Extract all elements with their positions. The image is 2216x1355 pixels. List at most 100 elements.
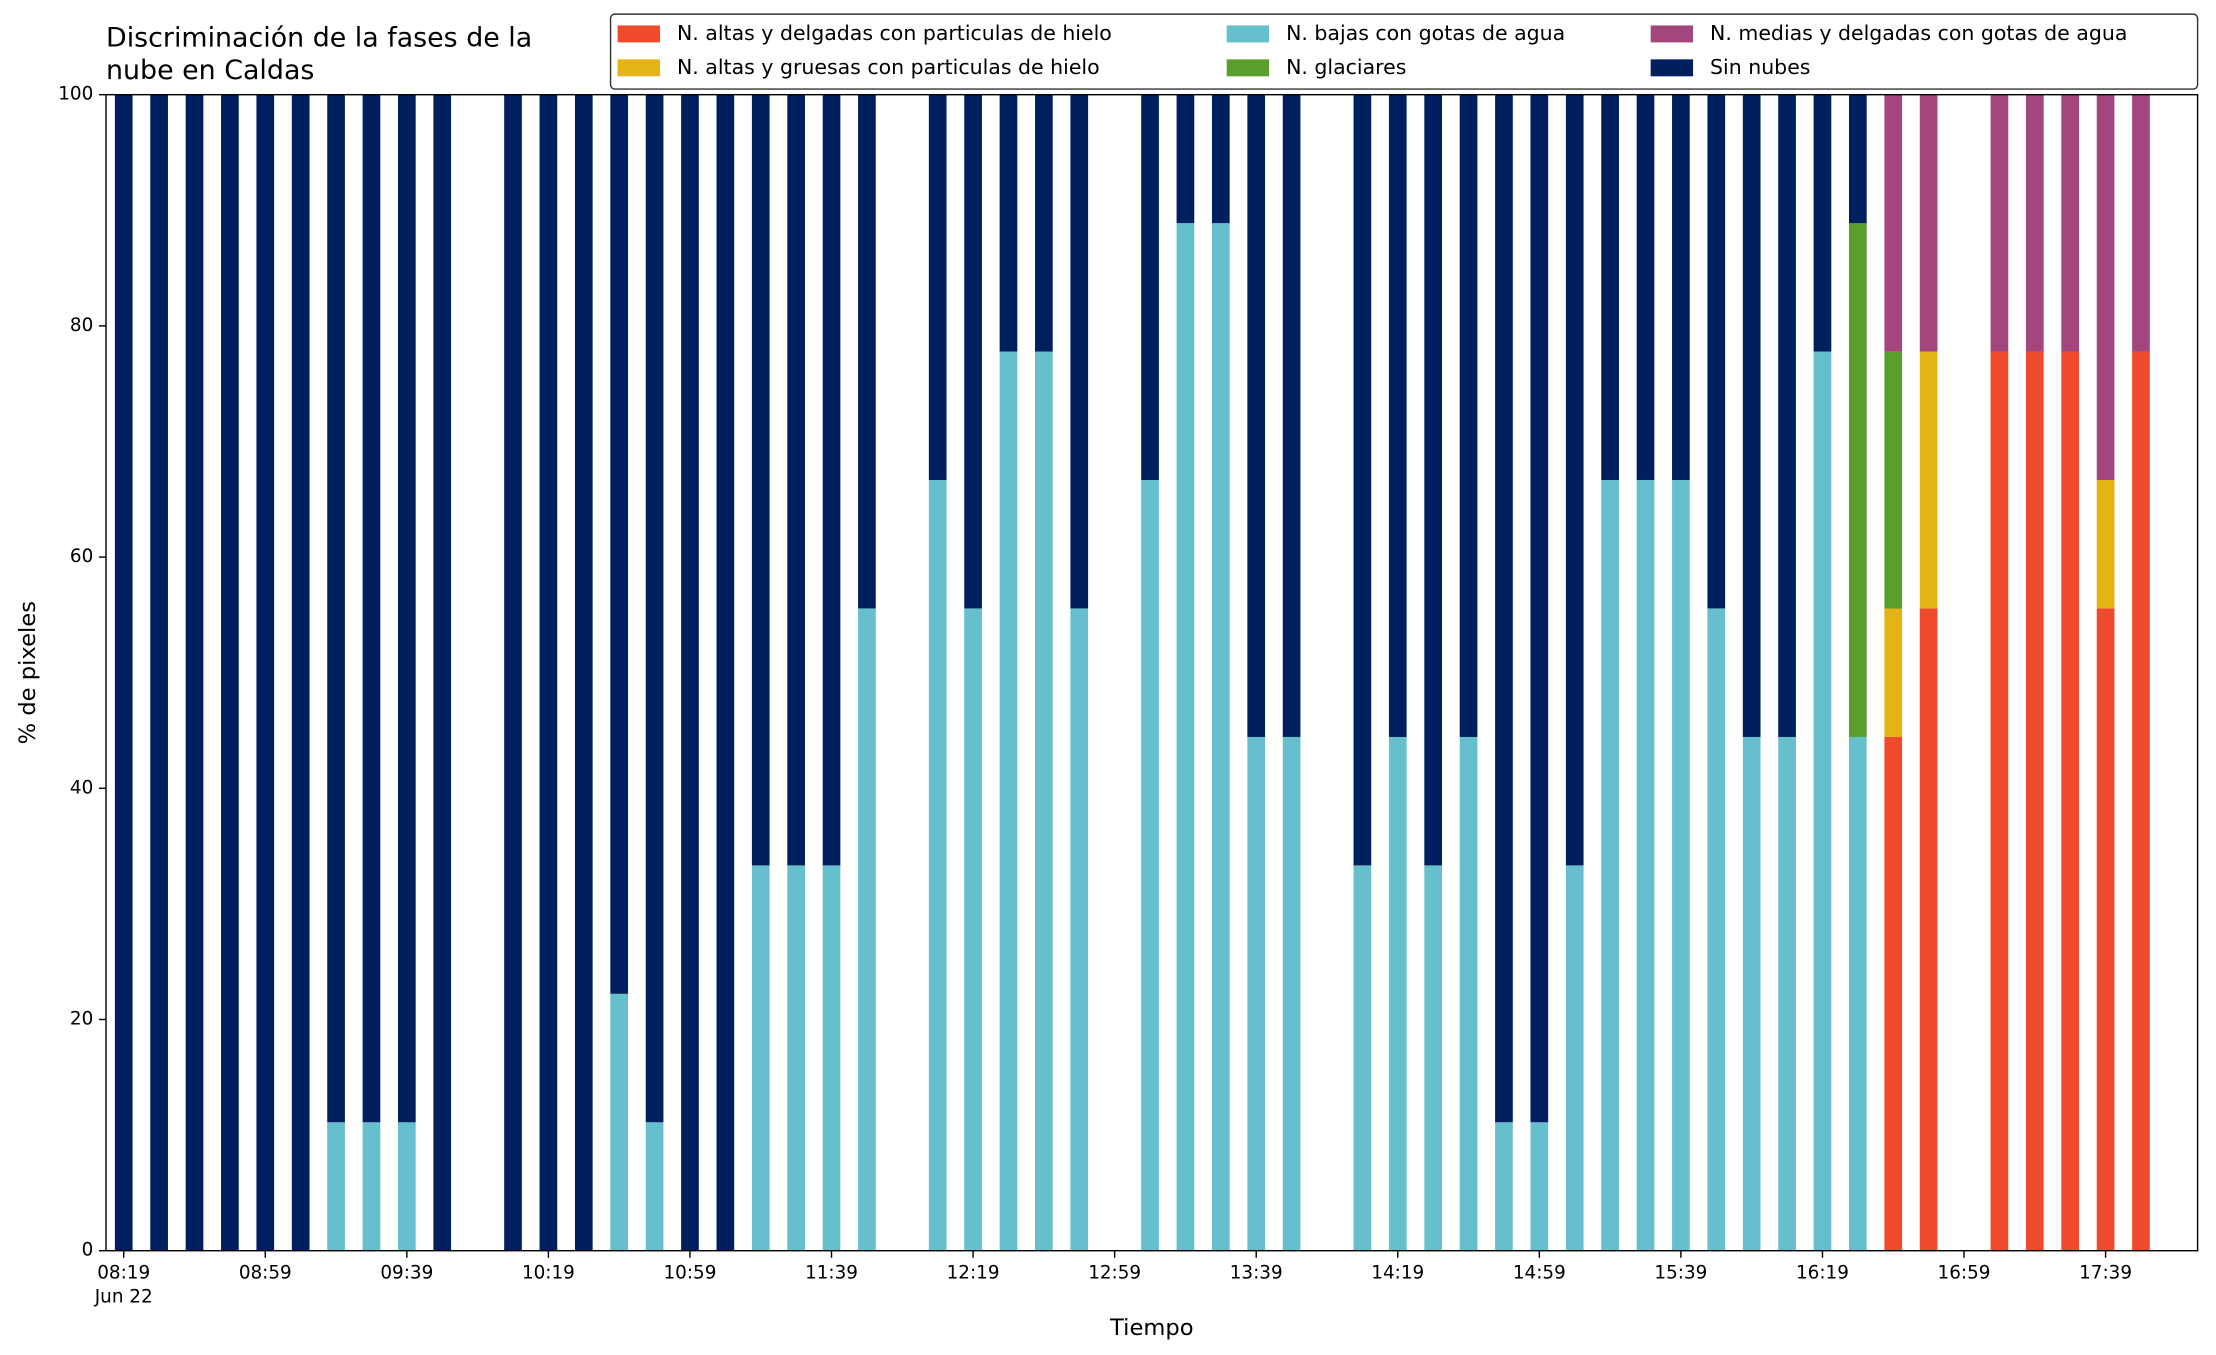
bar-segment (858, 608, 876, 1251)
bar-segment (1530, 1122, 1549, 1251)
chart-title: Discriminación de la fases de la nube en… (106, 22, 533, 87)
bar-segment (2025, 94, 2044, 352)
y-tick-label: 80 (70, 315, 93, 336)
x-tick-label: 10:59 (664, 1262, 717, 1283)
y-tick-label: 20 (70, 1009, 93, 1030)
legend-label: N. altas y delgadas con particulas de hi… (677, 21, 1112, 45)
bar-segment (1672, 94, 1690, 480)
bar-segment (1990, 351, 2009, 1251)
bar-segment (1778, 94, 1796, 737)
bar-segment (751, 94, 770, 866)
x-tick-label: 08:59 (239, 1262, 292, 1283)
x-tick-label: 17:39 (2079, 1262, 2132, 1283)
legend-label: N. altas y gruesas con particulas de hie… (677, 55, 1100, 79)
legend-swatch (617, 59, 661, 77)
bar-segment (114, 94, 133, 1251)
bar-segment (2096, 608, 2115, 1251)
y-tick-label: 0 (82, 1240, 94, 1261)
bar-segment (822, 865, 841, 1251)
x-tick-label: 08:19 (97, 1262, 150, 1283)
bar-segment (1742, 94, 1761, 737)
legend-swatch (1226, 59, 1270, 77)
bar-segment (964, 608, 982, 1251)
bar-segment (1530, 94, 1549, 1123)
x-tick-label: 12:19 (947, 1262, 1000, 1283)
bar-segment (1636, 94, 1655, 480)
y-tick-label: 100 (58, 84, 93, 105)
bar-segment (1459, 94, 1478, 737)
legend-box (609, 13, 2199, 90)
x-tick-label: 10:19 (522, 1262, 575, 1283)
bar-segment (1176, 94, 1195, 224)
y-tick-label: 60 (70, 546, 93, 567)
bar-segment (928, 479, 947, 1251)
bar-segment (1211, 94, 1230, 224)
bar-segment (1070, 94, 1089, 609)
bar-segment (1672, 479, 1690, 1251)
bar-segment (1849, 223, 1867, 737)
bar-segment (1919, 94, 1938, 352)
bar-segment (150, 94, 168, 1251)
bar-segment (928, 94, 947, 480)
bar-segment (221, 94, 239, 1251)
bar-segment (1601, 94, 1619, 480)
bar-segment (362, 94, 381, 1123)
bar-segment (1884, 351, 1903, 609)
bar-segment (1353, 865, 1372, 1251)
bar-segment (1778, 736, 1796, 1251)
legend-label: N. bajas con gotas de agua (1286, 21, 1565, 45)
bar-segment (1141, 94, 1159, 480)
bar-segment (1990, 94, 2009, 352)
x-tick-label: 13:39 (1230, 1262, 1283, 1283)
legend-label: Sin nubes (1710, 55, 1810, 79)
plot-frame (105, 93, 2199, 1252)
bar-segment (1035, 94, 1053, 352)
bar-segment (716, 94, 735, 1251)
bar-segment (1919, 608, 1938, 1251)
legend-swatch (1650, 25, 1694, 43)
bar-segment (1176, 223, 1195, 1251)
x-axis-label: Tiempo (1109, 1315, 1194, 1341)
y-tick-label: 40 (70, 777, 93, 798)
bar-segment (1211, 223, 1230, 1251)
bar-segment (397, 1122, 416, 1251)
bar-segment (1282, 94, 1301, 737)
bar-segment (1849, 736, 1867, 1251)
bar-segment (1424, 865, 1443, 1251)
x-tick-sublabel: Jun 22 (94, 1286, 153, 1307)
bar-segment (574, 94, 593, 1251)
x-tick-label: 14:59 (1513, 1262, 1566, 1283)
bar-segment (1353, 94, 1372, 866)
bar-segment (2061, 94, 2080, 352)
x-tick-label: 09:39 (380, 1262, 433, 1283)
bar-segment (2025, 351, 2044, 1251)
bar-segment (1388, 94, 1407, 737)
bar-segment (610, 94, 629, 994)
bar-segment (2132, 351, 2150, 1251)
bar-segment (1636, 479, 1655, 1251)
bar-segment (1495, 1122, 1513, 1251)
bar-segment (822, 94, 841, 866)
x-tick-label: 12:59 (1088, 1262, 1141, 1283)
bar-segment (1849, 94, 1867, 224)
bar-segment (610, 993, 629, 1251)
x-tick-label: 16:59 (1938, 1262, 1991, 1283)
x-tick-label: 11:39 (805, 1262, 858, 1283)
legend-label: N. medias y delgadas con gotas de agua (1710, 21, 2127, 45)
bar-segment (1884, 736, 1903, 1251)
bar-segment (1424, 94, 1443, 866)
title-box: Discriminación de la fases de la nube en… (106, 22, 533, 87)
bar-segment (787, 94, 805, 866)
bar-segment (1565, 865, 1584, 1251)
bar-segment (433, 94, 452, 1251)
bar-segment (1388, 736, 1407, 1251)
bar-segment (645, 1122, 664, 1251)
bar-segment (999, 351, 1018, 1251)
bar-segment (1884, 608, 1903, 737)
bar-segment (2096, 479, 2115, 609)
bar-segment (291, 94, 310, 1251)
bar-segment (1601, 479, 1619, 1251)
bar-segment (1495, 94, 1513, 1123)
